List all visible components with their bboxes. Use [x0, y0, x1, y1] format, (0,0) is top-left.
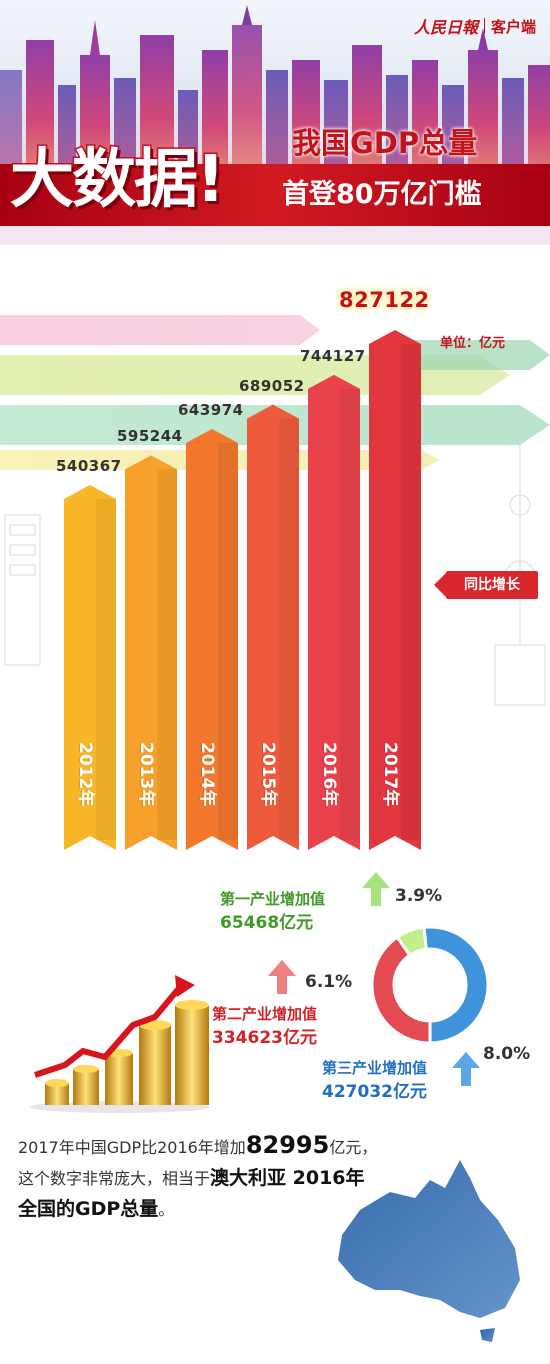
coin-stack-2	[73, 1065, 99, 1105]
coin-stack-4	[139, 1020, 171, 1105]
bar-2015年	[247, 404, 299, 850]
title-band	[0, 164, 550, 226]
year-label-2012年: 2012年	[75, 742, 95, 807]
logo: 人民日報 客户端	[414, 14, 536, 38]
gdp-increase-number: 82995	[245, 1131, 330, 1159]
gdp-bar-chart	[0, 315, 550, 850]
primary-growth: 3.9%	[395, 886, 443, 906]
coin-stack-5	[175, 1000, 209, 1105]
yoy-growth-badge: 同比增长	[434, 571, 538, 599]
coin-stack-3	[105, 1049, 133, 1105]
year-label-2013年: 2013年	[136, 742, 156, 807]
tertiary-growth: 8.0%	[483, 1044, 531, 1064]
tertiary-arrow-shape	[452, 1052, 480, 1086]
unit-label: 单位：亿元	[440, 336, 506, 351]
bar-2013年	[125, 455, 177, 850]
bar-shade-2016年	[340, 388, 360, 840]
year-label-2016年: 2016年	[319, 742, 339, 807]
gold-coins-illustration	[30, 975, 210, 1113]
australia-comparison: 澳大利亚 2016年	[210, 1167, 365, 1189]
industry-breakdown: 3.9% 第一产业增加值 65468亿元 6.1% 第二产业增加值 334623…	[0, 860, 550, 1120]
secondary-growth: 6.1%	[305, 972, 353, 992]
bar-shade-2013年	[157, 469, 177, 840]
bar-shade-2014年	[218, 442, 238, 840]
tertiary-industry-name: 第三产业增加值	[322, 1059, 428, 1077]
primary-industry-value: 65468亿元	[220, 913, 314, 933]
bar-shade-2015年	[279, 418, 299, 840]
primary-industry-name: 第一产业增加值	[220, 890, 326, 908]
value-label-2017年: 827122	[339, 288, 430, 312]
value-label-2015年: 689052	[239, 376, 305, 395]
bar-2012年	[64, 485, 116, 850]
footer-line-1: 2017年中国GDP比2016年增加82995亿元，	[18, 1131, 378, 1159]
bar-shade-2017年	[401, 344, 421, 840]
coin-stack-1	[45, 1079, 69, 1105]
year-label-2015年: 2015年	[258, 742, 278, 807]
value-label-2013年: 595244	[117, 427, 183, 446]
footer-section: 2017年中国GDP比2016年增加82995亿元， 这个数字非常庞大，相当于澳…	[0, 1120, 550, 1364]
logo-divider	[483, 18, 485, 34]
secondary-up-arrow-icon	[268, 960, 296, 994]
primary-arrow-shape	[362, 872, 390, 906]
donut-slice-tertiary	[422, 925, 490, 1045]
year-label-2017年: 2017年	[380, 742, 400, 807]
bar-2014年	[186, 428, 238, 850]
bar-2017年	[369, 330, 421, 850]
donut-slice-secondary	[370, 935, 432, 1045]
brand-logo: 人民日報	[413, 18, 478, 37]
australia-map-illustration	[338, 1160, 520, 1342]
value-label-2012年: 540367	[56, 457, 122, 475]
industry-share-donut	[370, 925, 490, 1045]
bars-group	[64, 330, 421, 850]
primary-up-arrow-icon	[362, 872, 390, 906]
client-label: 客户端	[490, 17, 536, 36]
gdp-chart: 540367 2012年 595244 2013年 643974 2014年 689052 2…	[0, 245, 550, 860]
tertiary-up-arrow-icon	[452, 1052, 480, 1086]
secondary-industry-value: 334623亿元	[212, 1028, 317, 1048]
footer-line-2: 这个数字非常庞大，相当于澳大利亚 2016年	[18, 1167, 365, 1189]
tertiary-industry-value: 427032亿元	[322, 1082, 427, 1102]
value-label-2014年: 643974	[178, 400, 244, 419]
title-line-1: 我国GDP总量	[292, 126, 478, 160]
header-banner: 人民日報 客户端 大数据! 我国GDP总量 首登80万亿门槛	[0, 0, 550, 245]
footer-line-3: 全国的GDP总量。	[18, 1198, 175, 1220]
secondary-arrow-shape	[268, 960, 296, 994]
title-line-2: 首登80万亿门槛	[282, 179, 482, 210]
big-title: 大数据!	[8, 142, 226, 219]
secondary-industry-name: 第二产业增加值	[212, 1005, 318, 1023]
bar-shade-2012年	[96, 499, 116, 840]
bar-2016年	[308, 374, 360, 850]
value-label-2016年: 744127	[300, 346, 366, 365]
footer-text: 2017年中国GDP比2016年增加82995亿元， 这个数字非常庞大，相当于澳…	[18, 1130, 488, 1225]
year-label-2014年: 2014年	[197, 742, 217, 807]
